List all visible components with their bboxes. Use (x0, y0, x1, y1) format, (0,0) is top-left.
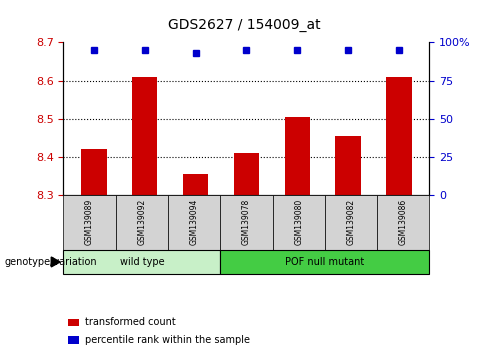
Text: GSM139086: GSM139086 (399, 199, 408, 245)
Bar (81, 149, 107, 195)
Text: GSM139078: GSM139078 (242, 199, 251, 245)
Text: GDS2627 / 154009_at: GDS2627 / 154009_at (168, 18, 320, 32)
Text: percentile rank within the sample: percentile rank within the sample (85, 335, 250, 345)
Bar (132, 77, 158, 195)
Bar (183, 174, 208, 195)
Text: wild type: wild type (120, 257, 164, 267)
Text: GSM139082: GSM139082 (346, 199, 356, 245)
Text: GSM139094: GSM139094 (190, 199, 199, 245)
Text: GSM139092: GSM139092 (137, 199, 146, 245)
Bar (285, 117, 310, 195)
Text: POF null mutant: POF null mutant (285, 257, 365, 267)
Bar (335, 136, 361, 195)
Text: genotype/variation: genotype/variation (5, 257, 98, 267)
Bar (386, 77, 412, 195)
Text: GSM139089: GSM139089 (85, 199, 94, 245)
Text: GSM139080: GSM139080 (294, 199, 303, 245)
Text: transformed count: transformed count (85, 317, 176, 327)
Bar (234, 153, 259, 195)
